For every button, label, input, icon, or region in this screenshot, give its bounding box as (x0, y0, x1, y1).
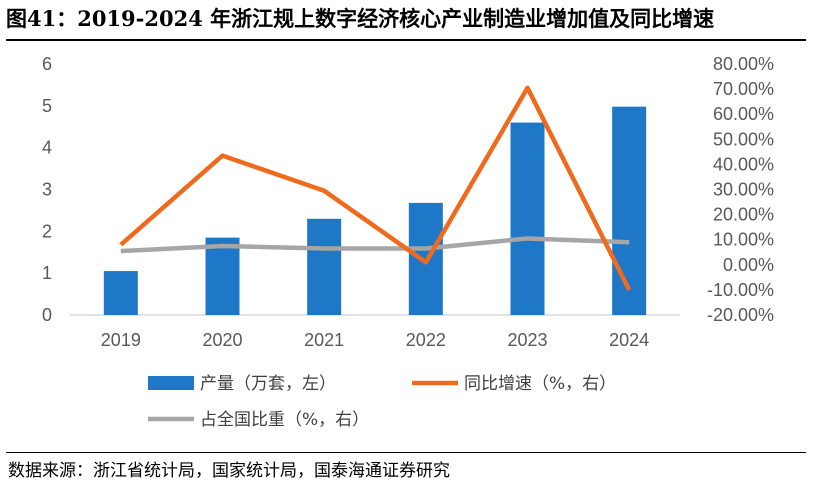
right-axis-tick: 50.00% (713, 129, 774, 149)
growth-rate-line (119, 85, 632, 291)
title-rule (6, 39, 806, 41)
source-rule (6, 452, 806, 453)
left-axis-tick: 5 (42, 96, 52, 116)
national-share-line (120, 236, 630, 254)
right-axis-tick: 30.00% (713, 180, 774, 200)
x-tick-2022: 2022 (406, 330, 446, 350)
right-axis-tick: -20.00% (707, 305, 774, 325)
bar-2019 (103, 271, 138, 315)
left-axis-tick: 4 (42, 138, 52, 158)
right-axis-tick: 0.00% (723, 255, 774, 275)
source-note: 数据来源：浙江省统计局，国家统计局，国泰海通证券研究 (8, 461, 450, 481)
right-axis-tick: 70.00% (713, 79, 774, 99)
right-axis-tick: 60.00% (713, 104, 774, 124)
right-axis-tick: 10.00% (713, 230, 774, 250)
bar-2023 (510, 122, 545, 315)
right-axis-tick: -10.00% (707, 280, 774, 300)
figure-title: 图41：2019-2024 年浙江规上数字经济核心产业制造业增加值及同比增速 (6, 6, 715, 31)
right-axis-tick: 40.00% (713, 154, 774, 174)
left-axis-tick: 3 (42, 180, 52, 200)
bar-2021 (307, 218, 342, 315)
x-tick-2024: 2024 (609, 330, 649, 350)
left-axis-tick: 6 (42, 54, 52, 74)
left-axis-tick: 2 (42, 221, 52, 241)
bar-2024 (612, 106, 647, 315)
legend-swatch-bar (148, 376, 194, 390)
left-axis-tick: 1 (42, 263, 52, 283)
right-axis-tick: 80.00% (713, 54, 774, 74)
combo-chart: 0 1 2 3 4 5 6 -20.00% -10.00% 0.00% 10.00% 20.00% 3… (42, 54, 774, 430)
legend-label-share: 占全国比重（%，右） (200, 410, 369, 430)
x-tick-2021: 2021 (304, 330, 344, 350)
x-tick-2020: 2020 (202, 330, 242, 350)
legend-label-growth: 同比增速（%，右） (464, 374, 616, 394)
bar-2020 (205, 237, 240, 315)
x-tick-2023: 2023 (507, 330, 547, 350)
legend-label-bar: 产量（万套，左） (200, 374, 336, 394)
right-axis-tick: 20.00% (713, 205, 774, 225)
left-axis-tick: 0 (42, 305, 52, 325)
x-tick-2019: 2019 (101, 330, 141, 350)
